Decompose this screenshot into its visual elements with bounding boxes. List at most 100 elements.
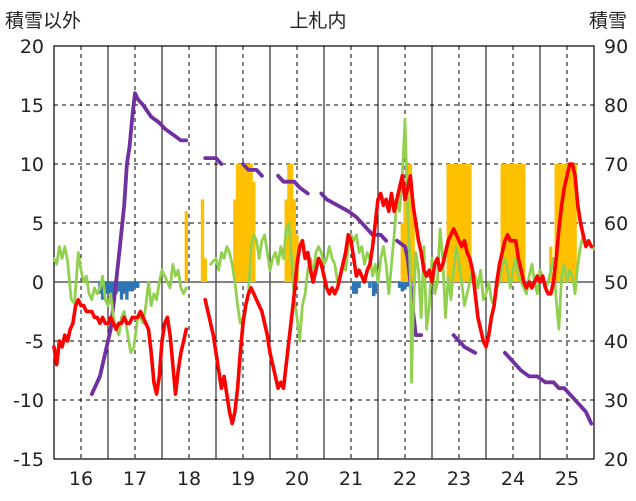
precip_bars-bar: [500, 164, 504, 282]
precip_bars-bar: [244, 164, 248, 282]
y-left-tick-label: -10: [13, 390, 44, 412]
x-tick-label: 23: [447, 468, 471, 490]
precip_bars-bar: [505, 164, 510, 282]
precip_bars-bar: [568, 164, 572, 282]
precip_bars-bar: [252, 181, 256, 282]
series-lines: [52, 91, 596, 426]
snow_depth-line: [89, 91, 189, 396]
precip_bars-bar: [249, 164, 253, 282]
neg_bars-bar: [100, 282, 105, 300]
precip_bars-bar: [514, 164, 518, 282]
neg_bars-bar: [117, 282, 121, 292]
precip_bars-bar: [460, 164, 464, 282]
precip_bars-bar: [233, 199, 237, 282]
chart-title: 上札内: [289, 10, 346, 32]
neg_bars-bar: [354, 282, 359, 294]
y-right-tick-label: 40: [604, 331, 628, 353]
y-left-tick-label: 5: [32, 213, 44, 235]
snow_depth-line: [276, 173, 310, 196]
x-tick-label: 22: [393, 468, 417, 490]
precip_bars-bar: [408, 164, 413, 282]
snow_depth-line: [319, 191, 388, 243]
precip_bars-bar: [465, 164, 469, 282]
precip_bars-bar: [238, 164, 242, 282]
light_green-line: [209, 117, 596, 384]
y-left-tick-label: -15: [13, 449, 44, 471]
y-right-tick-label: 80: [604, 95, 628, 117]
right-axis-label: 積雪: [589, 10, 627, 32]
precip_bars-bar: [289, 164, 294, 282]
y-right-tick-label: 20: [604, 449, 628, 471]
precip_bars-bar: [203, 258, 207, 282]
precip_bars-bar: [400, 223, 404, 282]
light_green-line: [52, 245, 188, 355]
x-tick-label: 21: [339, 468, 363, 490]
neg_bars-bar: [406, 282, 410, 287]
y-left-tick-label: 10: [20, 154, 44, 176]
y-left-tick-label: 15: [20, 95, 44, 117]
precip_bars-bar: [519, 164, 523, 282]
precip_bars-bar: [235, 164, 240, 282]
precip_bars-bar: [403, 187, 407, 282]
red_line-line: [52, 297, 189, 396]
y-left-tick-label: 20: [20, 36, 44, 58]
precip_bars-bar: [200, 199, 205, 282]
y-right-tick-label: 60: [604, 213, 628, 235]
snow_depth-line: [503, 350, 594, 426]
neg_bars-bar: [403, 282, 407, 290]
precip_bars-bar: [462, 164, 467, 282]
neg_bars-bar: [373, 282, 377, 294]
precip_bars-bar: [451, 164, 456, 282]
y-left-tick-label: -5: [25, 331, 44, 353]
precip_bars-bar: [454, 164, 458, 282]
y-right-tick-label: 30: [604, 390, 628, 412]
neg_bars-bar: [368, 282, 372, 288]
x-tick-label: 19: [231, 468, 255, 490]
snow_depth-line: [203, 156, 224, 166]
precip_bars-bar: [522, 164, 526, 282]
precip_bars-bar: [411, 199, 415, 282]
red_line-line: [203, 162, 594, 426]
x-tick-label: 20: [285, 468, 309, 490]
precip_bars-bar: [565, 164, 569, 282]
neg_bars-bar: [133, 282, 137, 288]
precip_bars-bar: [449, 164, 453, 282]
x-tick-label: 24: [501, 468, 525, 490]
neg_bars-bar: [122, 282, 126, 294]
y-right-tick-label: 70: [604, 154, 628, 176]
precip_bars-bar: [559, 164, 564, 282]
snow_depth-line: [241, 162, 264, 178]
neg_bars-bar: [400, 282, 404, 292]
x-tick-label: 16: [69, 468, 93, 490]
snow_depth-line: [451, 333, 478, 355]
x-tick-label: 17: [123, 468, 147, 490]
precip_bars-bar: [554, 164, 558, 282]
precip_bars-bar: [292, 199, 296, 282]
x-tick-label: 25: [555, 468, 579, 490]
precip_bars-bar: [184, 211, 188, 282]
neg_bars-bar: [109, 282, 113, 294]
neg_bars-bar: [397, 282, 402, 288]
grid: [54, 46, 594, 459]
neg_bars-bar: [119, 282, 124, 300]
precip_bars-bar: [570, 164, 575, 282]
y-right-tick-label: 50: [604, 272, 628, 294]
neg_bars-bar: [136, 282, 140, 288]
neg_bars-bar: [352, 282, 356, 294]
x-tick-label: 18: [177, 468, 201, 490]
precip_bars-bar: [503, 164, 507, 282]
neg_bars-bar: [125, 282, 129, 300]
tick-labels: -15 -10 -5 0 5 10 15 20 20 30 40 50 60 70 80 90 16 17 18 19…: [13, 36, 628, 490]
precip_bars-bar: [457, 164, 461, 282]
precip_bars-bar: [468, 164, 472, 282]
neg_bars-bar: [357, 282, 361, 288]
precip_bars-bar: [508, 164, 512, 282]
neg_bars-bar: [130, 282, 134, 292]
precip_bars-bar: [516, 164, 521, 282]
precip_bars-bar: [446, 164, 450, 282]
precip_bars-bar: [573, 164, 577, 282]
y-right-tick-label: 90: [604, 36, 628, 58]
left-axis-label: 積雪以外: [5, 10, 81, 32]
y-left-tick-label: 0: [32, 272, 44, 294]
